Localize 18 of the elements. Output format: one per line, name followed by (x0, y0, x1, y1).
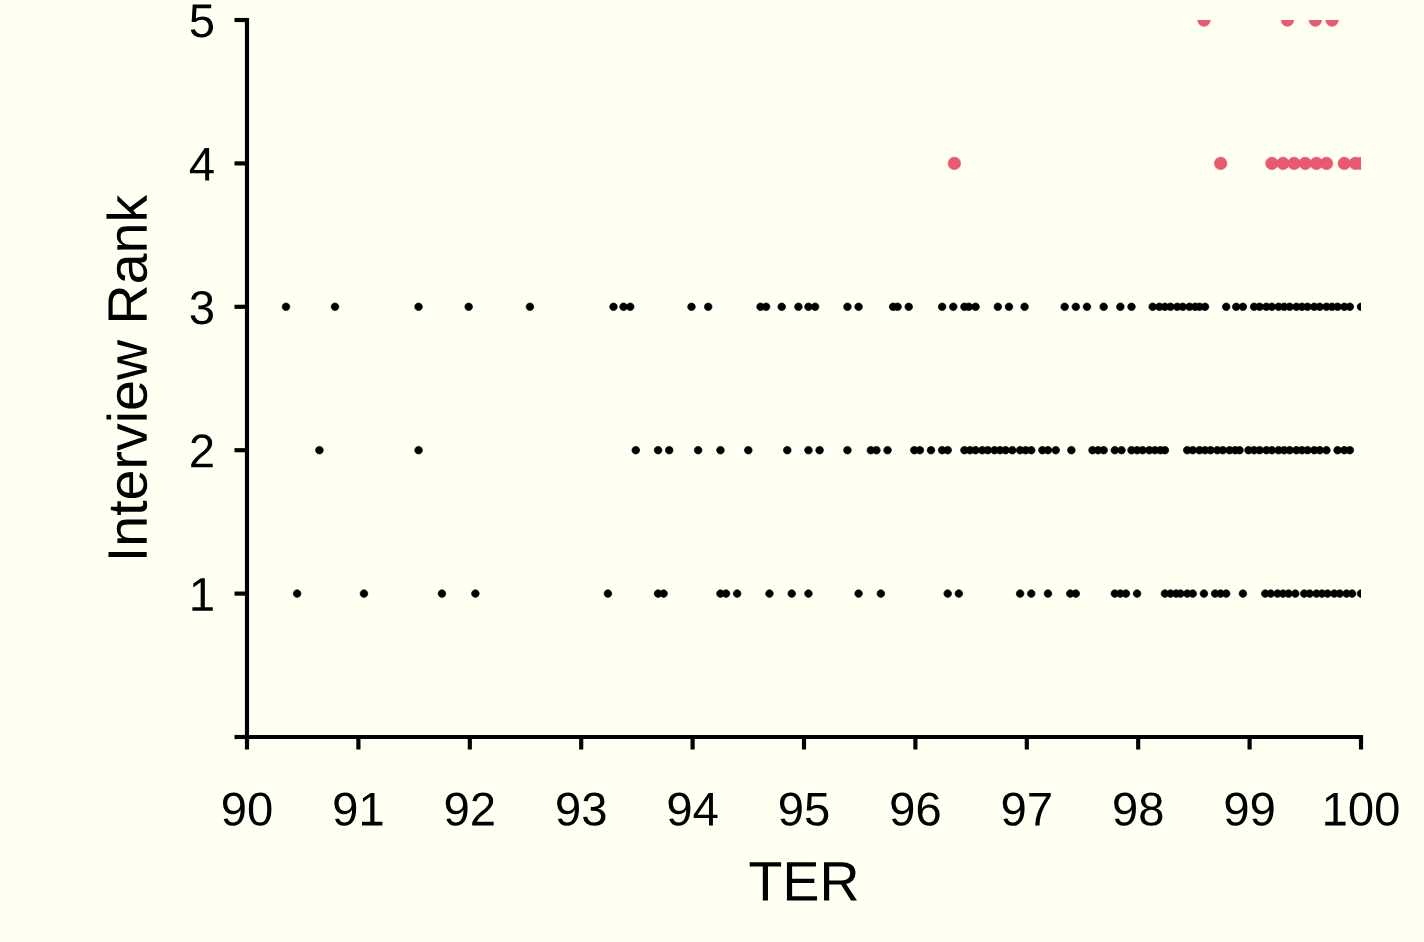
x-tick-label: 96 (891, 792, 940, 826)
y-tick-label: 4 (189, 148, 214, 181)
x-tick-label: 92 (445, 792, 494, 826)
y-tick-label: 5 (190, 4, 214, 38)
y-tick-label: 2 (191, 434, 213, 468)
x-tick-label: 94 (668, 792, 718, 826)
y-axis-title: Interview Rank (106, 194, 148, 558)
x-tick-label: 99 (1225, 792, 1274, 826)
x-tick-label: 93 (557, 792, 606, 826)
x-tick-label: 90 (222, 792, 272, 826)
x-tick-label: 98 (1114, 792, 1163, 826)
x-tick-label: 95 (779, 792, 829, 826)
y-tick-label: 3 (190, 290, 213, 325)
x-tick-label: 91 (334, 792, 383, 826)
x-tick-label: 97 (1002, 792, 1051, 826)
x-axis-title: TER (749, 862, 857, 901)
y-tick-label: 1 (192, 578, 213, 611)
x-tick-label: 100 (1325, 792, 1399, 826)
